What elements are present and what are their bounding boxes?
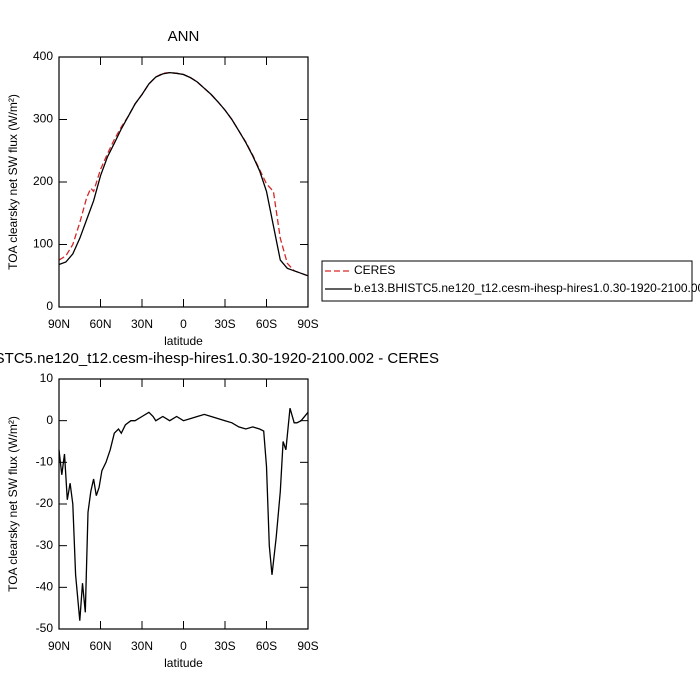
y-tick-label: -10 bbox=[36, 455, 54, 469]
x-tick-label: 60S bbox=[256, 639, 277, 653]
series-line bbox=[58, 71, 309, 277]
x-tick-label: 30N bbox=[131, 639, 153, 653]
y-tick-label: -30 bbox=[36, 538, 54, 552]
y-tick-label: -20 bbox=[36, 496, 54, 510]
x-axis-label: latitude bbox=[164, 334, 203, 348]
y-tick-label: 10 bbox=[40, 371, 54, 385]
x-tick-label: 0 bbox=[180, 639, 187, 653]
y-tick-label: -50 bbox=[36, 621, 54, 635]
series-line bbox=[58, 408, 309, 621]
x-tick-label: 0 bbox=[180, 317, 187, 331]
plot-frame bbox=[58, 56, 309, 308]
x-tick-label: 90N bbox=[48, 317, 70, 331]
y-tick-label: 400 bbox=[33, 49, 53, 63]
y-tick-label: 0 bbox=[46, 299, 53, 313]
y-tick-label: 100 bbox=[33, 237, 53, 251]
y-axis-label: TOA clearsky net SW flux (W/m²) bbox=[6, 94, 20, 270]
legend-label: CERES bbox=[354, 263, 395, 277]
x-tick-label: 90S bbox=[297, 639, 318, 653]
series-line bbox=[58, 71, 309, 277]
x-tick-label: 90S bbox=[297, 317, 318, 331]
x-tick-label: 90N bbox=[48, 639, 70, 653]
x-tick-label: 60N bbox=[89, 639, 111, 653]
x-tick-label: 30N bbox=[131, 317, 153, 331]
legend-box bbox=[321, 260, 693, 302]
legend-label: b.e13.BHISTC5.ne120_t12.cesm-ihesp-hires… bbox=[354, 281, 700, 295]
y-tick-label: -40 bbox=[36, 580, 54, 594]
x-tick-label: 30S bbox=[214, 639, 235, 653]
y-tick-label: 0 bbox=[46, 413, 53, 427]
x-axis-label: latitude bbox=[164, 656, 203, 670]
chart-title: b.e13.BHISTC5.ne120_t12.cesm-ihesp-hires… bbox=[0, 350, 439, 367]
plot-frame bbox=[58, 378, 309, 630]
y-tick-label: 300 bbox=[33, 112, 53, 126]
y-tick-label: 200 bbox=[33, 174, 53, 188]
x-tick-label: 60S bbox=[256, 317, 277, 331]
chart-title: ANN bbox=[168, 28, 200, 45]
x-tick-label: 30S bbox=[214, 317, 235, 331]
x-tick-label: 60N bbox=[89, 317, 111, 331]
y-axis-label: TOA clearsky net SW flux (W/m²) bbox=[6, 416, 20, 592]
